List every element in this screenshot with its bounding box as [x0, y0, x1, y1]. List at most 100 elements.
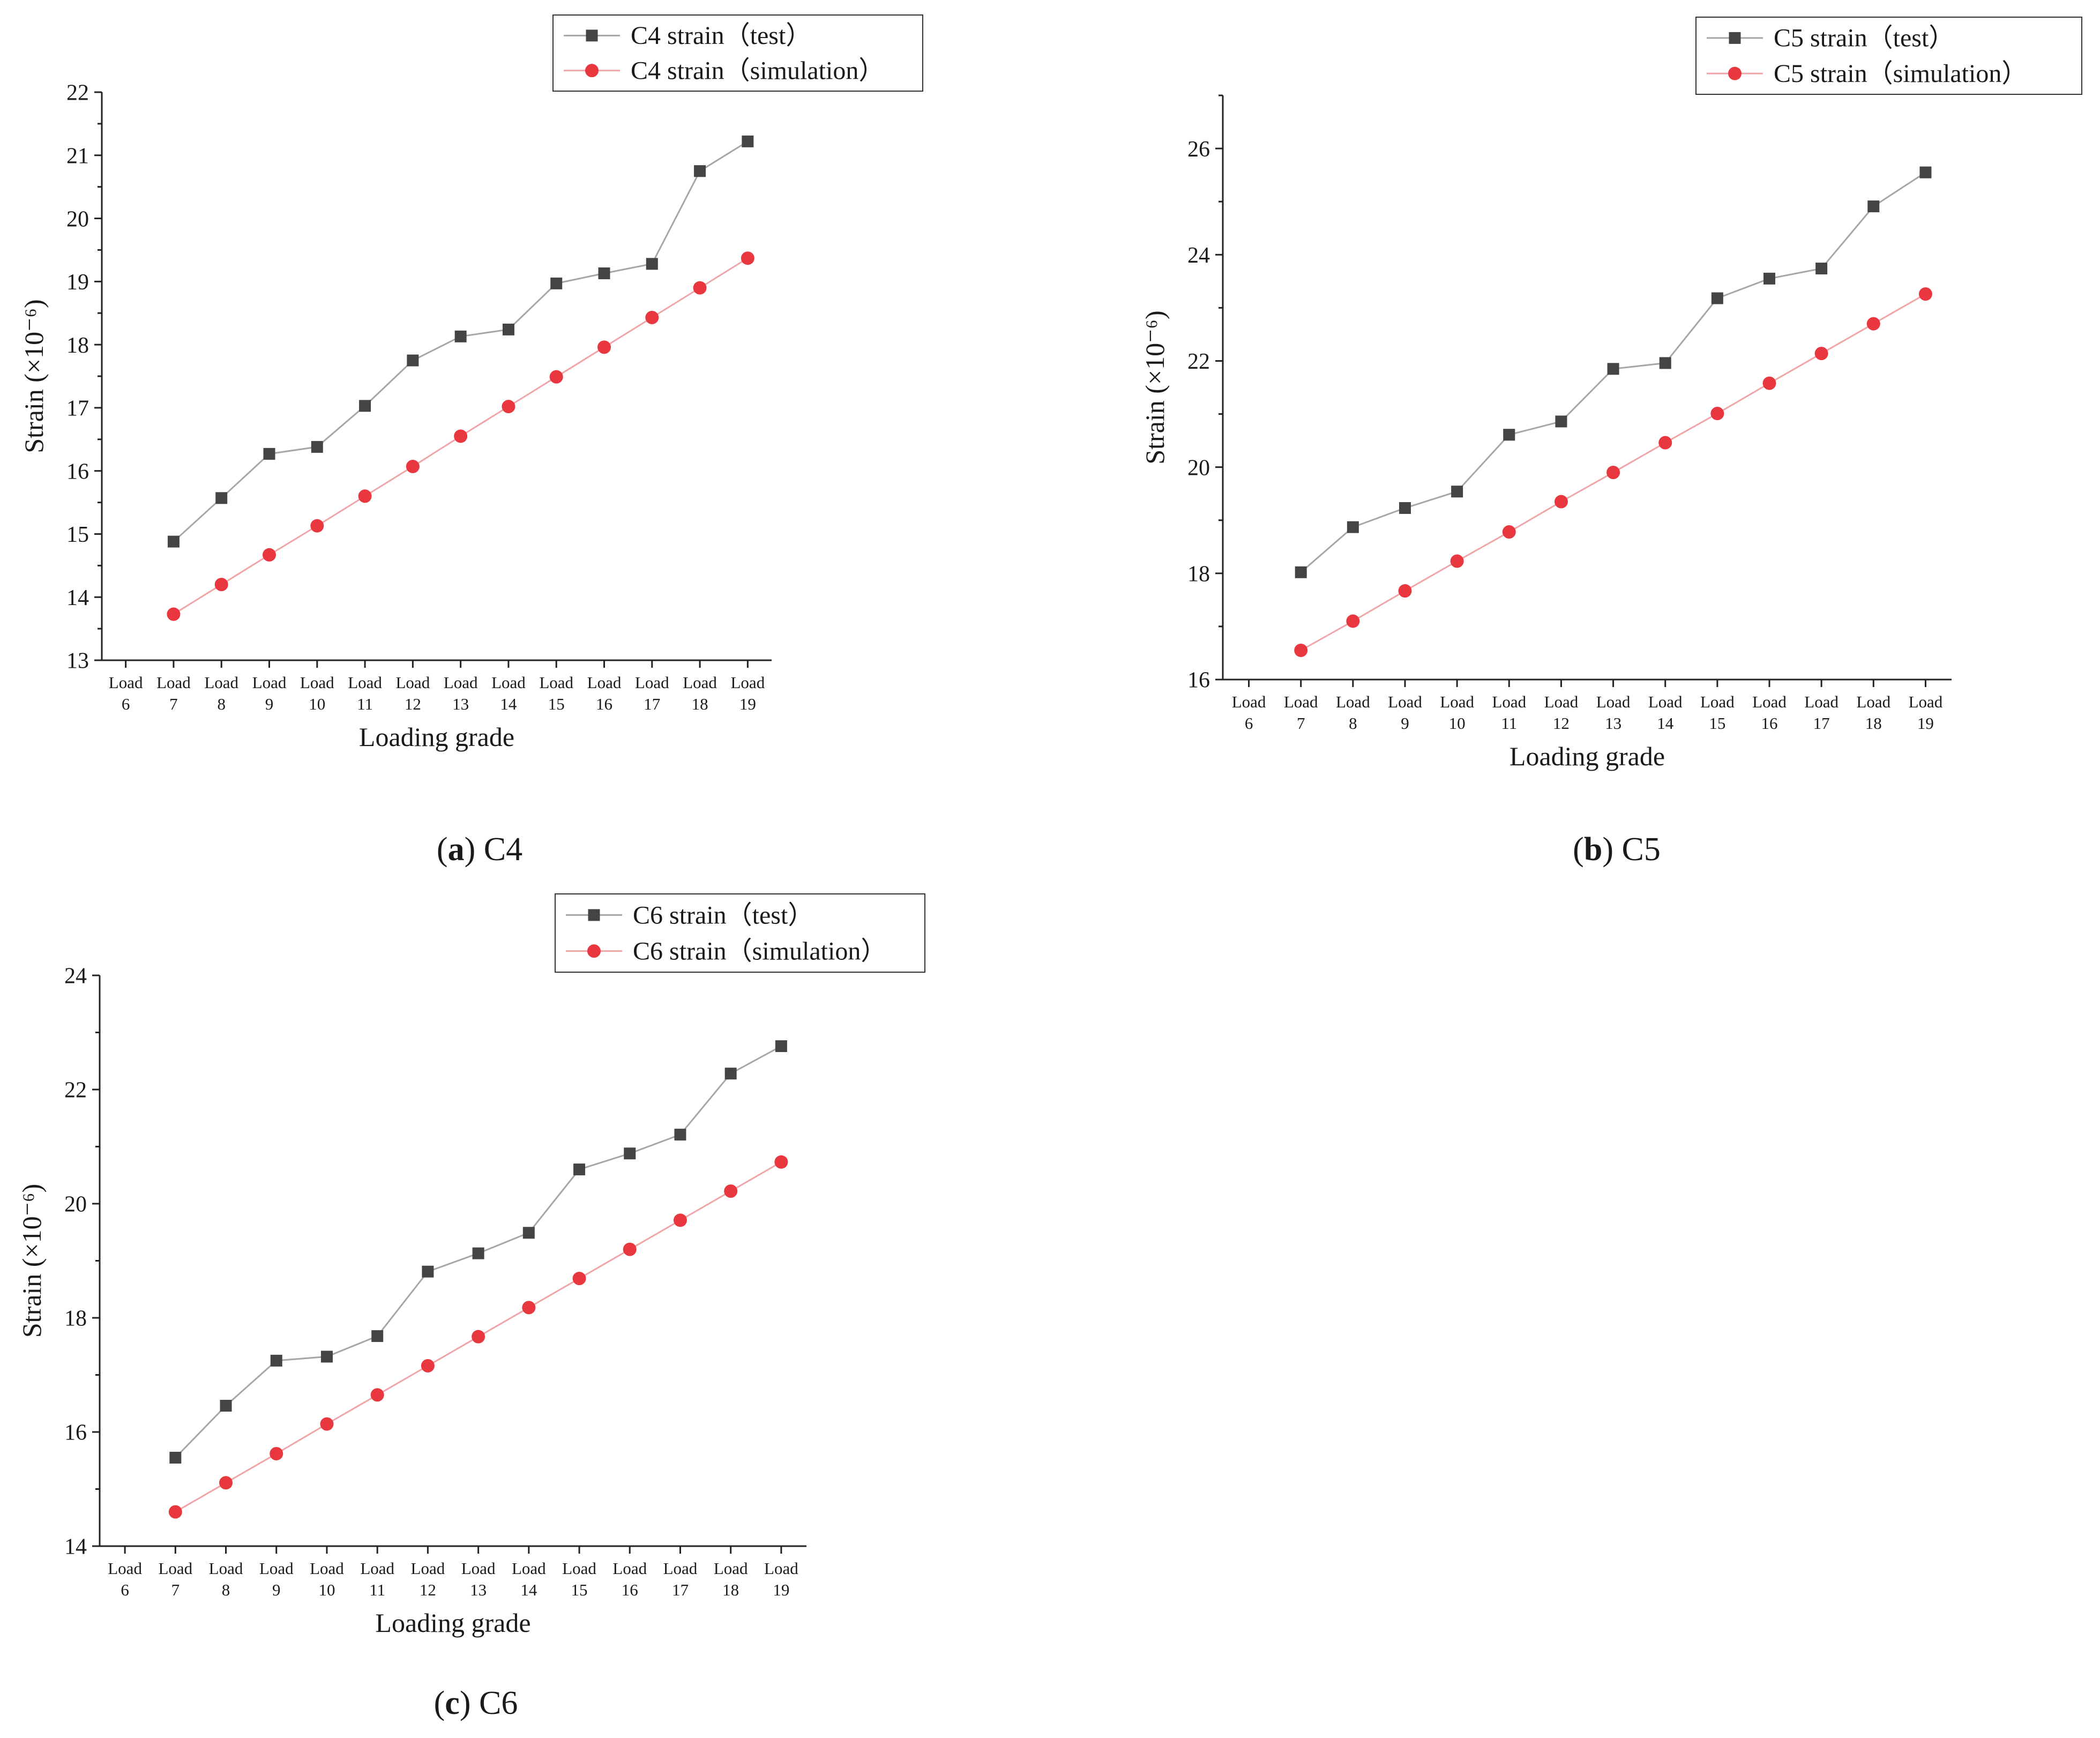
x-axis-title: Loading grade	[359, 722, 514, 752]
data-point-simulation	[1450, 554, 1464, 568]
data-point-test	[502, 323, 514, 335]
y-tick-label: 24	[1187, 243, 1210, 268]
x-tick-label-top: Load	[1909, 692, 1943, 711]
data-point-test	[1607, 363, 1619, 375]
x-tick-label-top: Load	[1336, 692, 1370, 711]
x-tick-label-top: Load	[587, 673, 622, 692]
y-axis-title: Strain (×10⁻⁶)	[1140, 310, 1170, 464]
data-point-test	[263, 447, 275, 460]
data-point-simulation	[502, 400, 515, 414]
data-point-simulation	[1918, 287, 1932, 301]
x-tick-label-bottom: 7	[169, 695, 178, 713]
legend-marker-square	[588, 909, 600, 921]
data-point-simulation	[1710, 407, 1724, 421]
legend-marker-square	[586, 29, 598, 42]
x-tick-label-bottom: 8	[222, 1580, 230, 1599]
data-point-simulation	[1346, 614, 1360, 628]
data-point-test	[1815, 263, 1828, 275]
x-tick-label-bottom: 17	[672, 1580, 689, 1599]
x-tick-label-bottom: 15	[548, 695, 565, 713]
x-tick-label-top: Load	[259, 1559, 294, 1578]
x-tick-label-bottom: 10	[309, 695, 325, 713]
x-tick-label-top: Load	[444, 673, 478, 692]
legend-marker-circle	[1728, 66, 1742, 80]
x-tick-label-bottom: 17	[1813, 714, 1830, 733]
y-tick-label: 22	[66, 81, 89, 106]
data-point-simulation	[1398, 584, 1412, 598]
data-point-test	[1451, 486, 1463, 498]
data-point-simulation	[572, 1272, 586, 1286]
data-point-test	[1347, 521, 1359, 533]
x-tick-label-top: Load	[1700, 692, 1735, 711]
x-tick-label-top: Load	[1544, 692, 1579, 711]
data-point-test	[1867, 200, 1880, 213]
data-point-simulation	[1658, 436, 1672, 450]
y-tick-label: 21	[66, 144, 89, 168]
legend-label: C6 strain（simulation）	[633, 937, 886, 965]
y-tick-label: 14	[64, 1535, 87, 1560]
legend-box	[555, 893, 925, 973]
data-point-simulation	[693, 281, 707, 295]
x-tick-label-bottom: 18	[1865, 714, 1882, 733]
x-tick-label-bottom: 13	[470, 1580, 487, 1599]
y-tick-label: 26	[1187, 137, 1210, 162]
y-tick-label: 20	[66, 207, 89, 232]
data-point-simulation	[214, 578, 228, 592]
x-tick-label-top: Load	[360, 1559, 394, 1578]
x-tick-label-bottom: 16	[622, 1580, 638, 1599]
x-tick-label-top: Load	[209, 1559, 243, 1578]
x-tick-label-bottom: 6	[1245, 714, 1253, 733]
data-point-test	[215, 492, 228, 504]
x-tick-label-bottom: 19	[739, 695, 756, 713]
x-tick-label-top: Load	[1440, 692, 1474, 711]
data-point-simulation	[168, 1505, 182, 1519]
data-point-simulation	[1762, 376, 1776, 390]
y-axis-title: Strain (×10⁻⁶)	[17, 1184, 47, 1338]
data-point-test	[550, 277, 563, 289]
y-tick-label: 16	[66, 459, 89, 484]
data-point-test	[472, 1247, 484, 1259]
x-tick-label-bottom: 18	[722, 1580, 739, 1599]
data-point-test	[270, 1354, 282, 1367]
data-point-test	[598, 267, 610, 280]
data-point-test	[674, 1129, 686, 1141]
legend-marker-square	[1729, 32, 1741, 44]
data-point-test	[1555, 415, 1567, 428]
x-tick-label-top: Load	[461, 1559, 496, 1578]
data-point-test	[624, 1147, 636, 1160]
y-tick-label: 16	[64, 1421, 87, 1445]
data-point-test	[169, 1451, 182, 1464]
y-tick-label: 20	[64, 1192, 87, 1217]
x-tick-label-bottom: 6	[122, 695, 130, 713]
x-tick-label-top: Load	[1648, 692, 1683, 711]
x-tick-label-bottom: 8	[217, 695, 226, 713]
x-tick-label-top: Load	[512, 1559, 546, 1578]
panel-caption-c5: (b) C5	[1573, 831, 1661, 868]
y-tick-label: 22	[1187, 349, 1210, 374]
x-tick-label-bottom: 9	[272, 1580, 281, 1599]
data-point-simulation	[1502, 525, 1516, 539]
panel-c4: (a) C4 13 14 15 16 17 18 19 20 21 22 Load 6 Load 7 Loa…	[19, 14, 923, 868]
data-point-simulation	[673, 1213, 687, 1227]
x-tick-label-top: Load	[1492, 692, 1526, 711]
x-tick-label-bottom: 9	[1401, 714, 1409, 733]
x-tick-label-bottom: 12	[420, 1580, 436, 1599]
data-point-test	[1399, 502, 1411, 514]
x-tick-label-top: Load	[158, 1559, 192, 1578]
data-point-test	[724, 1068, 737, 1080]
x-tick-label-bottom: 7	[1297, 714, 1305, 733]
data-point-simulation	[741, 251, 754, 265]
data-point-test	[775, 1040, 787, 1053]
x-tick-label-bottom: 11	[369, 1580, 385, 1599]
x-tick-label-bottom: 14	[1657, 714, 1674, 733]
data-point-simulation	[263, 548, 276, 562]
y-tick-label: 16	[1187, 668, 1210, 693]
data-point-test	[407, 354, 419, 367]
panel-caption-c4: (a) C4	[437, 831, 522, 868]
data-point-simulation	[167, 607, 181, 621]
x-tick-label-bottom: 9	[265, 695, 274, 713]
y-axis-title: Strain (×10⁻⁶)	[19, 299, 49, 453]
data-point-test	[742, 135, 754, 147]
x-tick-label-top: Load	[108, 1559, 142, 1578]
x-tick-label-top: Load	[1232, 692, 1266, 711]
